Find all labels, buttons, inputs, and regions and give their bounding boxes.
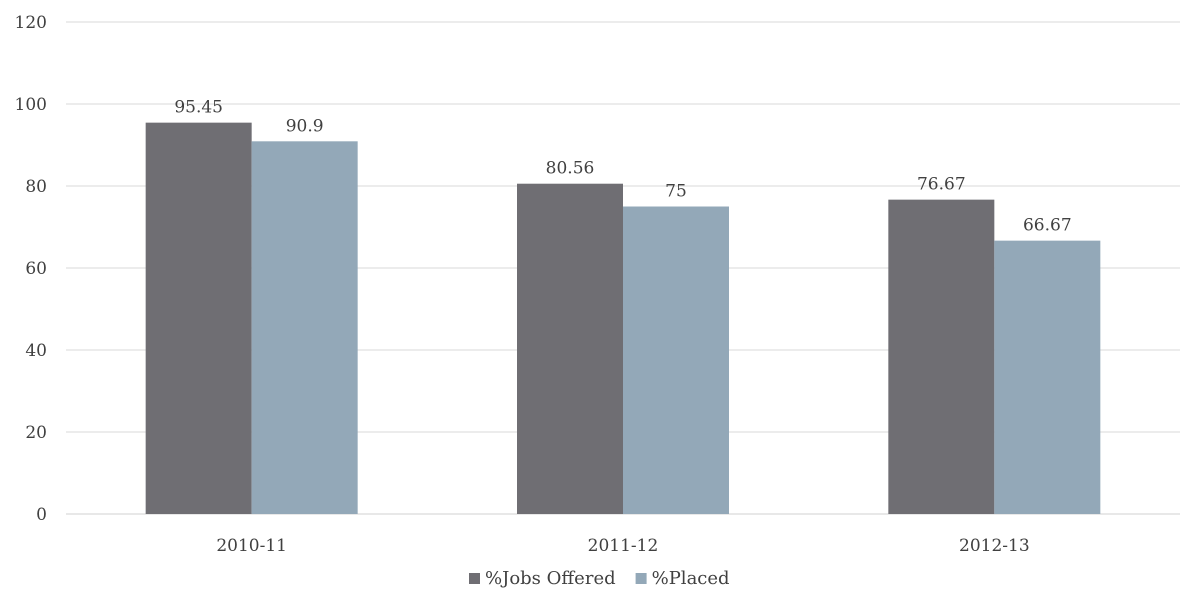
- x-axis-ticks: 2010-11 2011-12 2012-13: [216, 536, 1029, 556]
- legend-label: %Placed: [652, 568, 730, 589]
- x-tick-label: 2012-13: [959, 536, 1030, 556]
- bar-placed-2010-11: [251, 141, 358, 514]
- bar-jobs-offered-2011-12: [517, 183, 623, 515]
- y-axis-ticks: 0 20 40 60 80 100 120: [15, 13, 47, 525]
- data-label: 76.67: [917, 175, 966, 195]
- data-labels: 95.45 90.9 80.56 75 76.67 66.67: [174, 98, 1071, 236]
- bars: [145, 122, 1101, 515]
- y-tick-label: 120: [15, 13, 47, 33]
- data-label: 66.67: [1023, 216, 1072, 236]
- legend-swatch: [635, 573, 647, 584]
- x-tick-label: 2010-11: [216, 536, 287, 556]
- legend-swatch: [469, 573, 480, 584]
- data-label: 80.56: [546, 159, 595, 179]
- legend: %Jobs Offered %Placed: [469, 568, 730, 589]
- y-tick-label: 60: [25, 259, 47, 279]
- legend-label: %Jobs Offered: [485, 568, 616, 589]
- bar-placed-2011-12: [623, 206, 729, 514]
- x-tick-label: 2011-12: [588, 536, 659, 556]
- bar-jobs-offered-2012-13: [888, 199, 995, 514]
- y-tick-label: 0: [36, 505, 47, 525]
- data-label: 90.9: [286, 116, 324, 136]
- data-label: 75: [665, 182, 687, 202]
- bar-placed-2012-13: [994, 240, 1101, 514]
- bar-jobs-offered-2010-11: [145, 122, 252, 514]
- y-tick-label: 20: [25, 423, 47, 443]
- y-tick-label: 40: [25, 341, 47, 361]
- data-label: 95.45: [174, 98, 223, 118]
- y-tick-label: 100: [15, 95, 47, 115]
- y-tick-label: 80: [25, 177, 47, 197]
